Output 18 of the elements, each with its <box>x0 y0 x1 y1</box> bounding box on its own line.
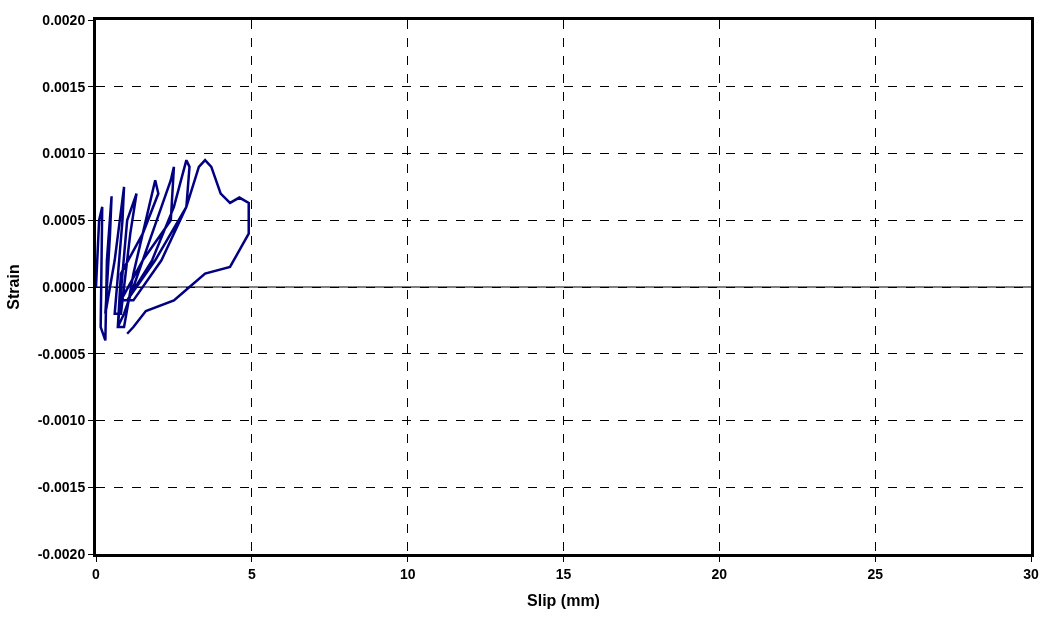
y-tick-label: 0.0005 <box>42 212 86 229</box>
y-tick-label: 0.0020 <box>42 11 86 28</box>
y-tick-label: 0.0010 <box>42 145 86 162</box>
y-tick-label: -0.0015 <box>37 479 86 496</box>
y-tick-label: -0.0020 <box>37 545 86 562</box>
y-tick-label: -0.0010 <box>37 412 86 429</box>
x-tick-label: 20 <box>711 565 728 582</box>
y-axis-title: Strain <box>4 264 22 310</box>
y-tick-label: 0.0000 <box>42 278 86 295</box>
x-tick-label: 30 <box>1023 565 1039 582</box>
x-tick-label: 0 <box>92 565 101 582</box>
x-tick-label: 15 <box>555 565 572 582</box>
x-axis-title: Slip (mm) <box>527 592 600 610</box>
x-tick-label: 10 <box>399 565 416 582</box>
x-tick-label: 5 <box>247 565 256 582</box>
y-tick-label: -0.0005 <box>37 345 86 362</box>
x-tick-label: 25 <box>867 565 884 582</box>
y-tick-label: 0.0015 <box>42 78 86 95</box>
